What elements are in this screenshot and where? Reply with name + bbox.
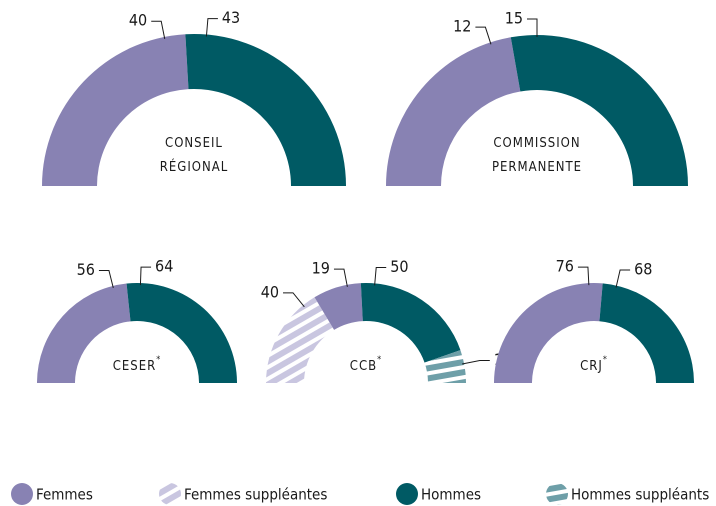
footnote-mark: * <box>603 355 608 365</box>
leader-line <box>374 266 387 286</box>
legend-swatch <box>159 483 181 505</box>
donut-segment <box>510 34 688 186</box>
leader-line <box>333 268 348 287</box>
label-text: CESER <box>113 359 157 374</box>
legend-label: Femmes <box>36 486 93 504</box>
chart-label: CONSEIL <box>165 136 223 151</box>
leader-line <box>527 18 538 37</box>
donut-segment <box>360 283 461 363</box>
chart-label: CRJ* <box>580 355 608 374</box>
value-label: 15 <box>505 9 523 28</box>
donut-segment <box>42 34 189 186</box>
value-label: 64 <box>155 257 173 276</box>
footnote-mark: * <box>156 355 161 365</box>
donut-segment <box>185 34 346 186</box>
legend-label: Hommes suppléants <box>571 486 709 504</box>
value-label: 68 <box>634 259 652 278</box>
value-label: 40 <box>261 282 279 301</box>
footnote-mark: * <box>377 355 382 365</box>
legend-swatch <box>11 483 33 505</box>
value-label: 56 <box>77 260 95 279</box>
donut-segment <box>424 350 466 383</box>
label-text: COMMISSION <box>493 136 580 151</box>
legend-label: Hommes <box>421 486 481 504</box>
donut-segment <box>266 297 335 383</box>
value-label: 12 <box>453 17 471 36</box>
chart-label: CESER* <box>113 355 162 374</box>
value-label: 19 <box>312 259 330 278</box>
chart-label: CCB* <box>350 355 382 374</box>
donut-segment <box>126 283 237 383</box>
chart-label: COMMISSION <box>493 136 580 151</box>
leader-line <box>462 360 490 365</box>
value-label: 50 <box>390 257 408 276</box>
value-label: 76 <box>556 257 574 276</box>
donut-segment <box>314 283 363 330</box>
value-label: 43 <box>222 8 240 27</box>
label-text: CONSEIL <box>165 136 223 151</box>
donut-segment <box>599 283 694 383</box>
legend-swatch <box>546 483 568 505</box>
label-text: CCB <box>350 359 377 374</box>
label-text: RÉGIONAL <box>160 159 229 175</box>
leader-line <box>139 266 152 286</box>
leader-line <box>475 26 492 45</box>
donut-segment <box>494 283 603 383</box>
donut-segment <box>37 283 131 383</box>
leader-line <box>615 269 631 288</box>
legend-swatch <box>396 483 418 505</box>
donut-segment <box>386 37 521 186</box>
leader-line <box>283 292 305 308</box>
value-label: 40 <box>129 11 147 30</box>
leader-line <box>151 20 166 39</box>
leader-line <box>98 269 114 289</box>
chart-label: PERMANENTE <box>492 160 582 175</box>
label-text: CRJ <box>580 359 603 374</box>
leader-line <box>205 18 218 37</box>
label-text: PERMANENTE <box>492 160 582 175</box>
chart-label: RÉGIONAL <box>160 159 229 175</box>
leader-line <box>577 266 590 286</box>
legend-label: Femmes suppléantes <box>184 486 327 504</box>
